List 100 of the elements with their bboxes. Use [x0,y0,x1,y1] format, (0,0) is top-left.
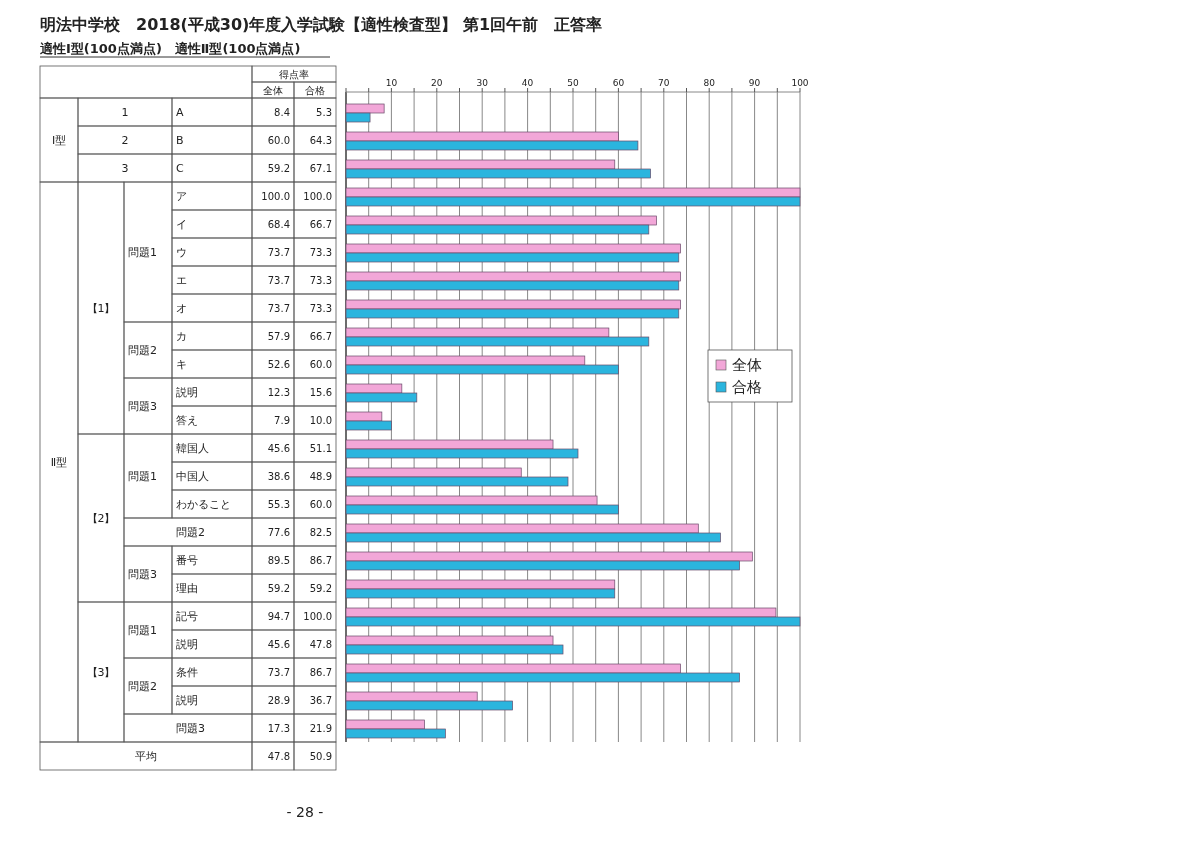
data-label: 5.3 [316,106,332,118]
data-label: 100.0 [261,190,290,202]
y-tick-label: C [176,161,184,175]
y-tick-label: イ [176,217,187,231]
x2-tick-label: 20 [431,78,443,88]
text: 合格 [305,84,325,96]
text: Ⅰ型 [51,133,67,147]
x2-tick-label: 10 [385,78,398,88]
data-label: 10.0 [309,414,332,426]
text: 適性Ⅰ型(100点満点) 適性Ⅱ型(100点満点) [39,40,301,56]
data-label: 51.1 [309,442,332,454]
data-label: 100.0 [303,190,332,202]
text: 【1】 [86,301,116,315]
data-label: 60.0 [309,498,332,510]
data-label: 45.6 [267,442,290,454]
data-label: 73.7 [267,666,290,678]
y-tick-label: 答え [176,413,198,427]
y-tick-label: 中国人 [176,469,209,483]
y-tick-label: ア [176,189,187,203]
text: 3 [121,161,129,175]
text: 全体 [263,84,283,96]
data-label: 59.2 [267,162,290,174]
y-tick-label: 説明 [176,385,198,399]
x2-tick-label: 60 [612,78,625,88]
y-tick-label: カ [176,329,187,343]
x2-tick-label: 90 [748,78,761,88]
data-label: 60.0 [309,358,332,370]
y-tick-label: エ [176,273,187,287]
data-label: 59.2 [309,582,332,594]
data-label: 48.9 [309,470,332,482]
data-label: 36.7 [309,694,332,706]
data-label: 47.8 [309,638,332,650]
data-label: 73.7 [267,246,290,258]
text: 問題1 [128,623,157,637]
data-label: 68.4 [267,218,290,230]
text: 問題2 [128,343,157,357]
data-label: 100.0 [303,610,332,622]
text: 1 [121,105,129,119]
x2-tick-label: 50 [567,78,579,88]
y-tick-label: A [176,105,184,119]
data-label: 82.5 [309,526,332,538]
data-label: 73.3 [309,274,332,286]
data-label: 66.7 [309,330,332,342]
y-tick-label: 説明 [176,637,198,651]
data-label: 17.3 [267,722,290,734]
text: 50.9 [309,750,332,762]
data-label: 73.7 [267,274,290,286]
data-label: 7.9 [274,414,290,426]
data-label: 21.9 [309,722,332,734]
data-label: 89.5 [267,554,290,566]
y-tick-label: 理由 [176,581,198,595]
x2-tick-label: 80 [703,78,716,88]
data-label: 38.6 [267,470,290,482]
data-label: 55.3 [267,498,290,510]
y-tick-label: キ [176,357,187,371]
data-label: 77.6 [267,526,290,538]
data-label: 86.7 [309,666,332,678]
y-tick-label: 問題3 [176,721,205,735]
y-tick-label: 番号 [176,553,198,567]
y-tick-label: わかること [176,497,231,511]
data-label: 67.1 [309,162,332,174]
text: 問題1 [128,245,157,259]
text: 問題3 [128,399,157,413]
data-label: 52.6 [267,358,290,370]
y-tick-label: 韓国人 [176,441,209,455]
y-tick-label: 条件 [176,665,198,679]
y-tick-label: B [176,133,184,147]
y-tick-label: オ [176,301,187,315]
data-label: 94.7 [267,610,290,622]
data-label: 64.3 [309,134,332,146]
data-label: 57.9 [267,330,290,342]
text: 問題2 [128,679,157,693]
text: - 28 - [286,804,324,820]
data-label: 15.6 [309,386,332,398]
x2-tick-label: 100 [791,78,809,88]
text: 平均 [135,749,157,763]
x2-tick-label: 40 [521,78,534,88]
text: 問題3 [128,567,157,581]
x2-tick-label: 30 [476,78,489,88]
data-label: 66.7 [309,218,332,230]
data-label: 73.7 [267,302,290,314]
text: 【3】 [86,665,116,679]
data-label: 73.3 [309,246,332,258]
data-label: 12.3 [267,386,290,398]
legend-label: 全体 [732,356,762,374]
text: Ⅱ型 [50,455,68,469]
text: 【2】 [86,511,116,525]
chart-title: 明法中学校 2018(平成30)年度入学試験【適性検査型】 第1回午前 正答率 [40,14,603,34]
y-tick-label: 問題2 [176,525,205,539]
data-label: 28.9 [267,694,290,706]
data-label: 8.4 [274,106,290,118]
data-label: 59.2 [267,582,290,594]
data-label: 73.3 [309,302,332,314]
text: 問題1 [128,469,157,483]
data-label: 60.0 [267,134,290,146]
y-tick-label: ウ [176,245,187,259]
legend-label: 合格 [732,378,762,396]
y-tick-label: 記号 [176,609,198,623]
data-label: 45.6 [267,638,290,650]
x2-tick-label: 70 [658,78,670,88]
